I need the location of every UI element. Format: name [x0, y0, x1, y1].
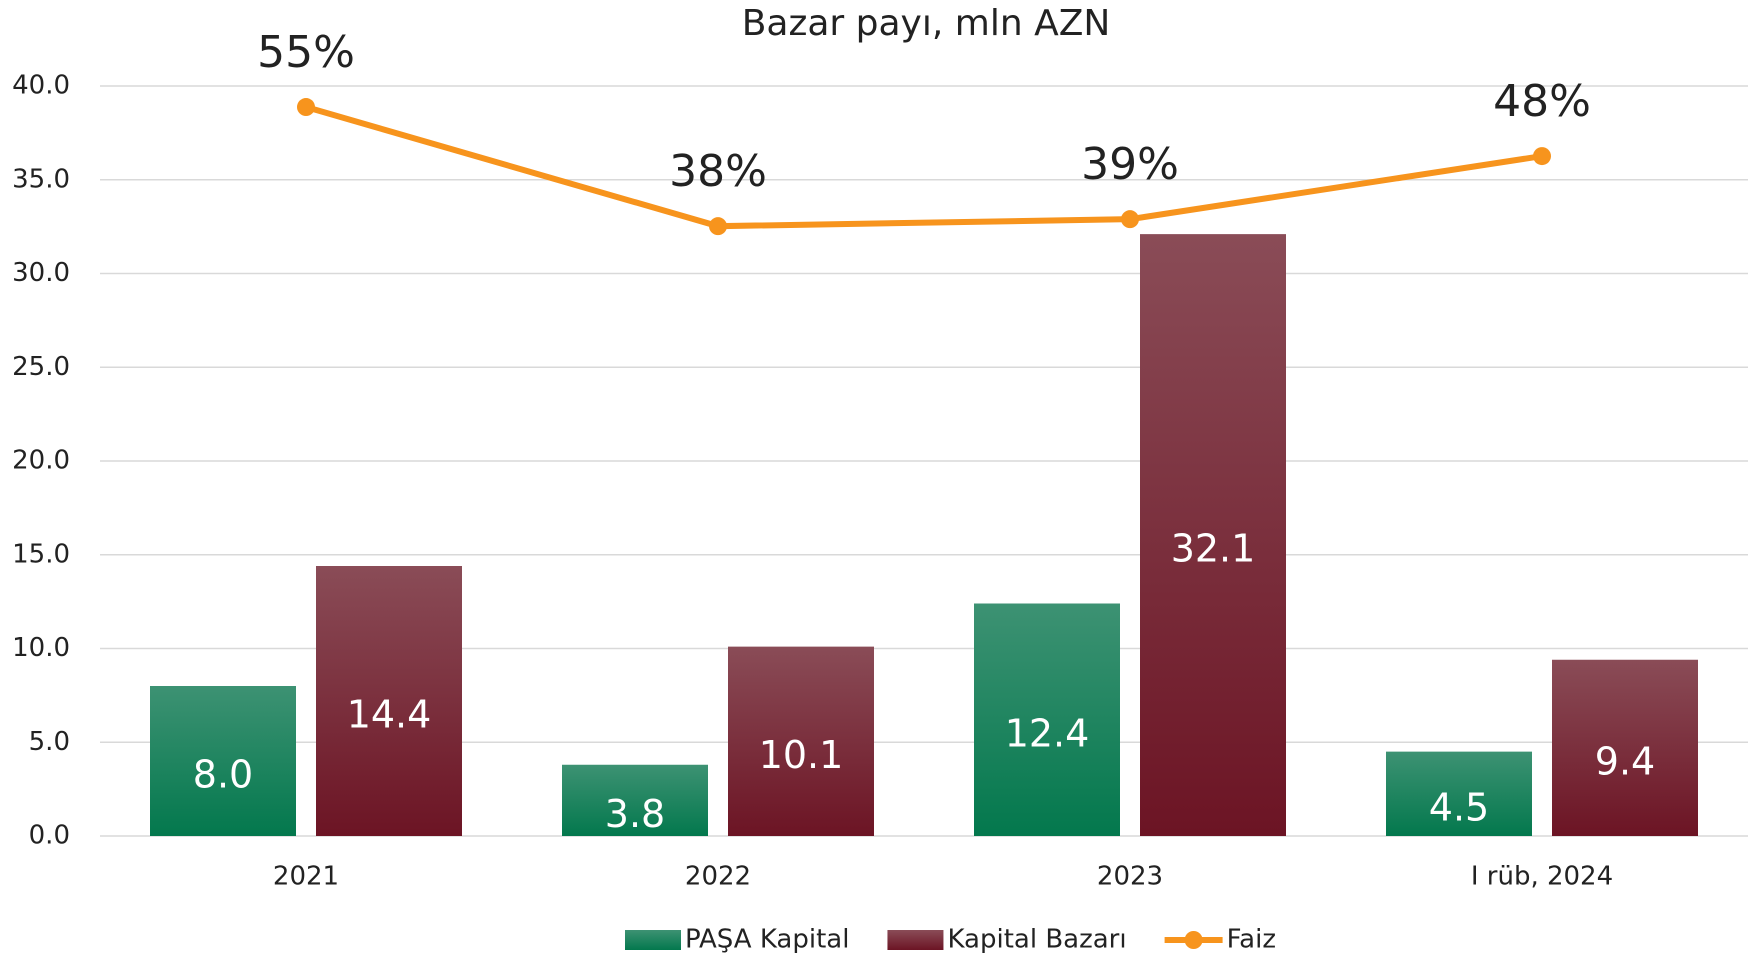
- bar: [974, 603, 1120, 836]
- bar: [1552, 659, 1698, 836]
- y-tick-label: 20.0: [12, 446, 70, 476]
- y-tick-label: 30.0: [12, 258, 70, 288]
- line-marker: [1533, 147, 1551, 166]
- x-tick-label: I rüb, 2024: [1471, 862, 1613, 892]
- legend-swatch: [625, 930, 681, 950]
- legend-label: Faiz: [1227, 925, 1276, 955]
- data-label: 38%: [669, 146, 767, 197]
- chart-title: Bazar payı, mln AZN: [742, 3, 1111, 44]
- x-tick-label: 2022: [685, 862, 751, 892]
- data-label: 14.4: [347, 693, 432, 737]
- legend-swatch: [1184, 931, 1203, 949]
- data-label: 12.4: [1005, 711, 1090, 755]
- line-marker: [709, 217, 727, 236]
- data-label: 55%: [257, 27, 355, 78]
- bar: [562, 764, 708, 836]
- bar: [1140, 234, 1286, 836]
- bar: [150, 686, 296, 836]
- y-tick-label: 15.0: [12, 539, 70, 569]
- bar: [728, 646, 874, 836]
- line-marker: [297, 98, 315, 117]
- line-marker: [1121, 210, 1139, 229]
- y-tick-label: 25.0: [12, 352, 70, 382]
- data-label: 48%: [1493, 76, 1591, 127]
- data-label: 3.8: [605, 792, 665, 836]
- y-tick-label: 40.0: [12, 71, 70, 101]
- data-label: 8.0: [193, 753, 253, 797]
- y-tick-label: 5.0: [29, 727, 70, 757]
- bar: [1386, 751, 1532, 836]
- data-label: 4.5: [1429, 785, 1489, 829]
- legend-label: PAŞA Kapital: [685, 925, 849, 955]
- legend-swatch: [887, 930, 944, 950]
- y-tick-label: 0.0: [29, 821, 70, 851]
- x-tick-label: 2023: [1097, 862, 1163, 892]
- y-tick-label: 10.0: [12, 633, 70, 663]
- data-label: 9.4: [1595, 739, 1655, 783]
- y-tick-label: 35.0: [12, 164, 70, 194]
- data-label: 10.1: [759, 733, 844, 777]
- line: [305, 104, 1543, 230]
- legend-label: Kapital Bazarı: [947, 925, 1126, 955]
- bar: [316, 566, 462, 836]
- data-label: 39%: [1081, 139, 1179, 190]
- x-tick-label: 2021: [273, 862, 339, 892]
- data-label: 32.1: [1171, 527, 1256, 571]
